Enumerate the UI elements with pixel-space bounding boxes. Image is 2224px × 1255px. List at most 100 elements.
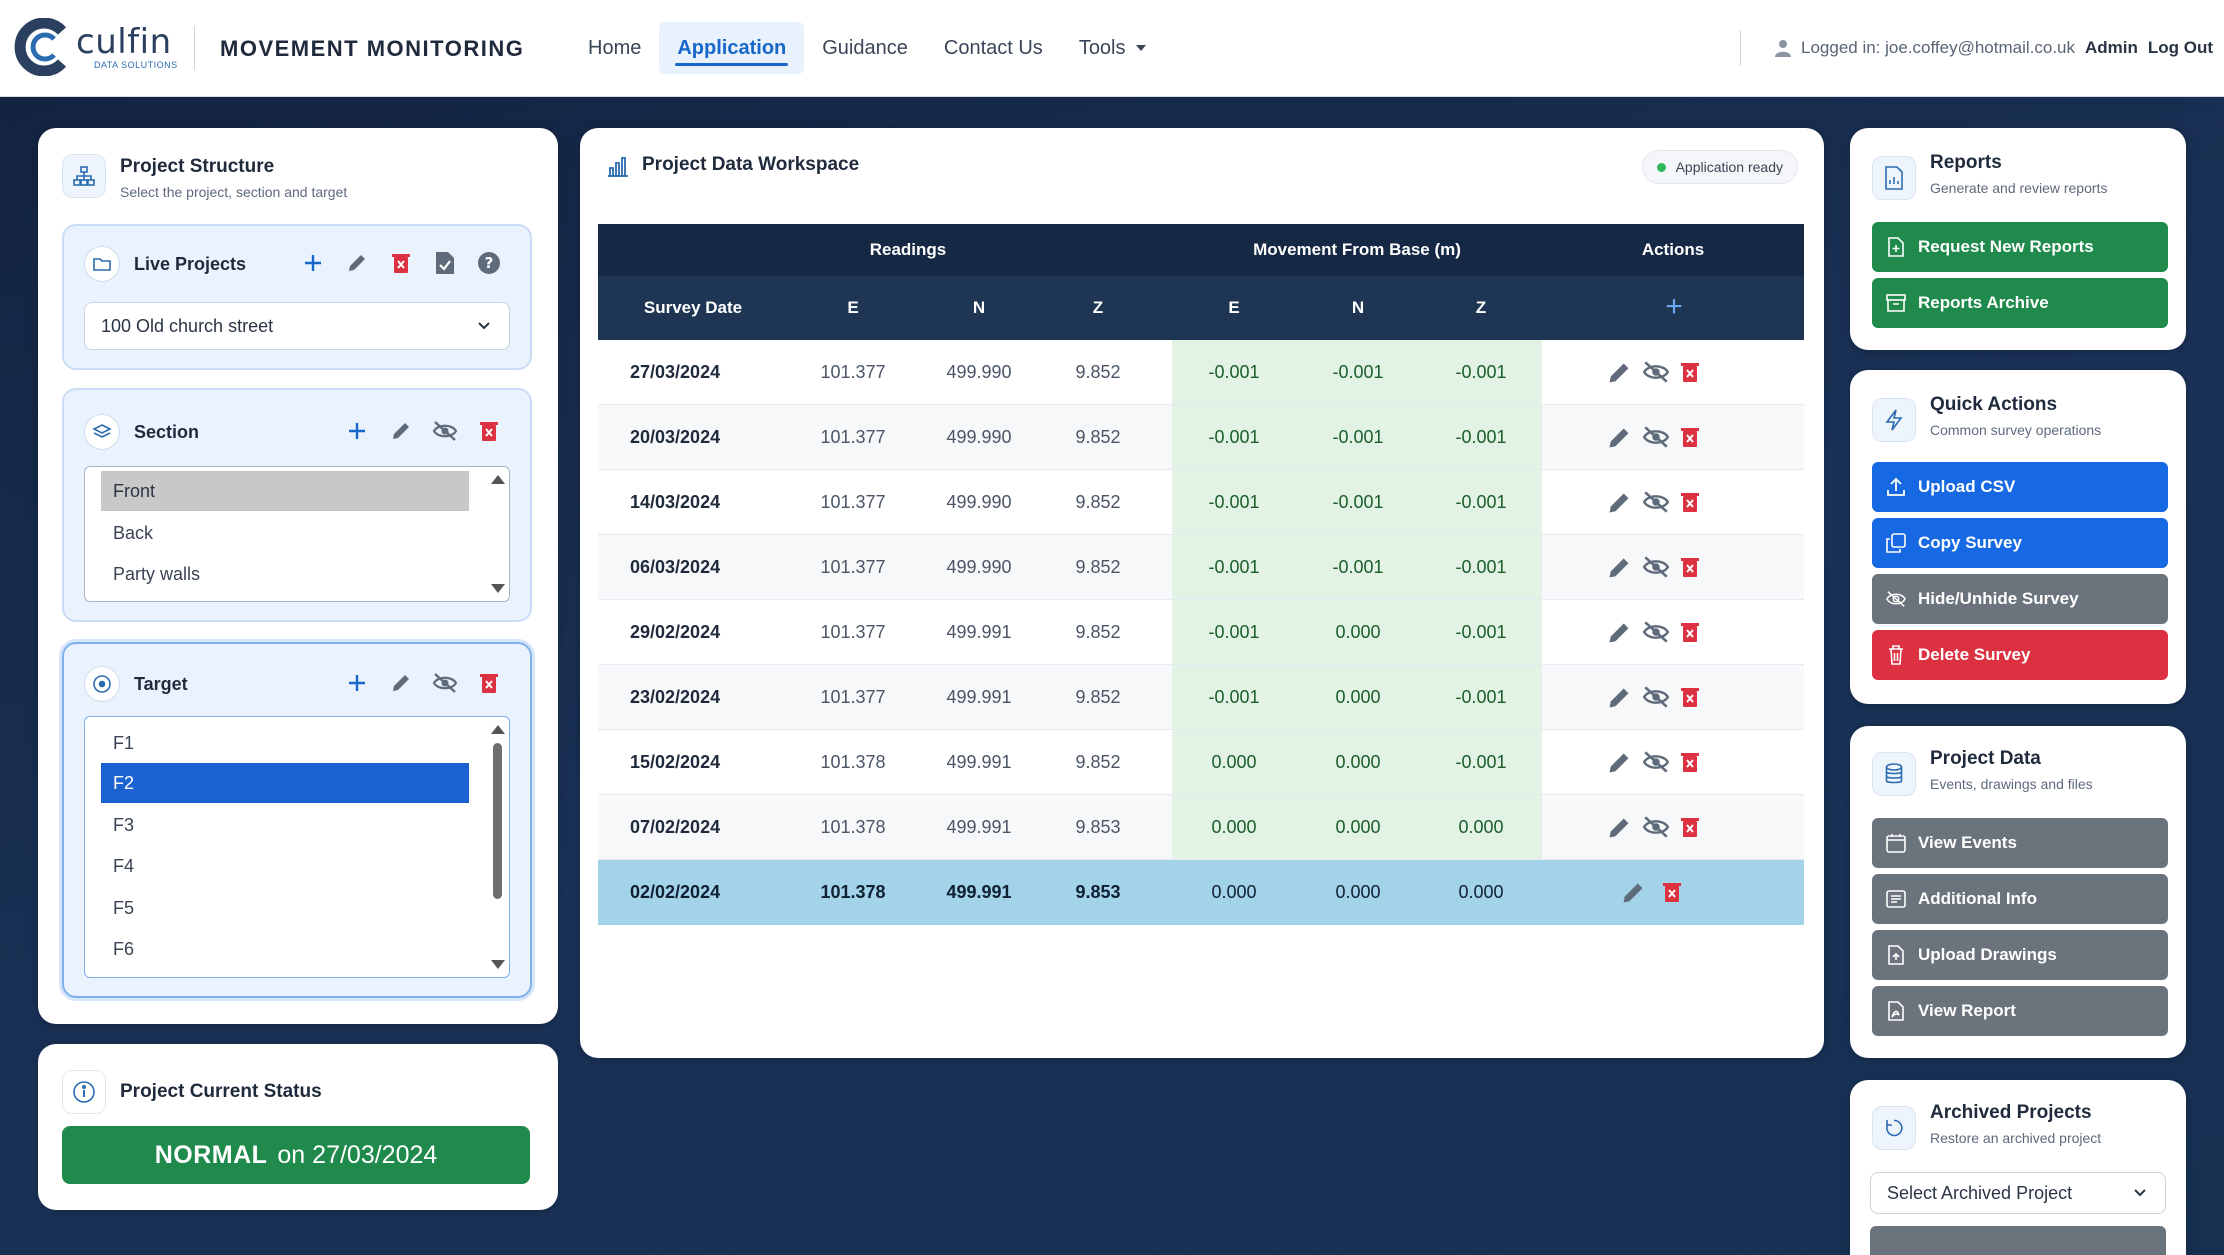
edit-row-icon[interactable]	[1606, 555, 1632, 581]
hide-row-icon[interactable]	[1642, 685, 1668, 711]
delete-row-icon[interactable]	[1680, 490, 1706, 516]
target-item-f5[interactable]: F5	[101, 888, 469, 928]
readings-group-header: Readings	[758, 240, 1058, 260]
section-panel: Section Front Back Party walls	[62, 388, 532, 622]
nav-guidance[interactable]: Guidance	[804, 22, 926, 74]
admin-link[interactable]: Admin	[2085, 38, 2138, 58]
project-structure-subtitle: Select the project, section and target	[120, 184, 347, 200]
help-icon[interactable]: ?	[476, 250, 502, 276]
edit-row-icon[interactable]	[1620, 880, 1646, 906]
logout-link[interactable]: Log Out	[2148, 38, 2213, 58]
scroll-down-icon[interactable]	[491, 584, 505, 593]
upload-drawings-button[interactable]: Upload Drawings	[1872, 930, 2168, 980]
section-item-back[interactable]: Back	[101, 513, 469, 553]
nav-home[interactable]: Home	[570, 22, 659, 74]
target-listbox[interactable]: F1 F2 F3 F4 F5 F6	[84, 716, 510, 978]
target-item-f3[interactable]: F3	[101, 805, 469, 845]
copy-icon	[1886, 533, 1906, 553]
delete-row-icon[interactable]	[1680, 620, 1706, 646]
hide-row-icon[interactable]	[1642, 620, 1668, 646]
edit-row-icon[interactable]	[1606, 685, 1632, 711]
hide-row-icon[interactable]	[1642, 815, 1668, 841]
table-row[interactable]: 29/02/2024 101.377 499.991 9.852 -0.001 0.000…	[598, 600, 1804, 665]
culfin-logo[interactable]: culfin DATA SOLUTIONS	[14, 16, 184, 78]
nav-tools-dropdown[interactable]: Tools	[1061, 22, 1164, 74]
edit-row-icon[interactable]	[1606, 750, 1632, 776]
edit-row-icon[interactable]	[1606, 815, 1632, 841]
scroll-up-icon[interactable]	[491, 475, 505, 484]
delete-row-icon[interactable]	[1680, 685, 1706, 711]
cell-date: 14/03/2024	[630, 470, 780, 535]
hide-section-icon[interactable]	[432, 418, 458, 444]
add-section-icon[interactable]	[344, 418, 370, 444]
table-row[interactable]: 06/03/2024 101.377 499.990 9.852 -0.001 -0.00…	[598, 535, 1804, 600]
upload-csv-button[interactable]: Upload CSV	[1872, 462, 2168, 512]
target-item-f2[interactable]: F2	[101, 763, 469, 803]
table-row[interactable]: 27/03/2024 101.377 499.990 9.852 -0.001 -0.00…	[598, 340, 1804, 405]
request-new-reports-button[interactable]: Request New Reports	[1872, 222, 2168, 272]
delete-section-icon[interactable]	[476, 418, 502, 444]
edit-target-icon[interactable]	[388, 670, 414, 696]
view-report-button[interactable]: View Report	[1872, 986, 2168, 1036]
file-plus-icon	[1886, 237, 1906, 257]
scroll-up-icon[interactable]	[491, 725, 505, 734]
nav-contact-us[interactable]: Contact Us	[926, 22, 1061, 74]
section-item-front[interactable]: Front	[101, 471, 469, 511]
reinstate-project-button[interactable]	[1870, 1226, 2166, 1255]
delete-project-icon[interactable]	[388, 250, 414, 276]
delete-survey-button[interactable]: Delete Survey	[1872, 630, 2168, 680]
hide-row-icon[interactable]	[1642, 555, 1668, 581]
table-row[interactable]: 20/03/2024 101.377 499.990 9.852 -0.001 -0.00…	[598, 405, 1804, 470]
col-move-z: Z	[1420, 298, 1542, 318]
section-scrollbar[interactable]	[485, 467, 509, 601]
edit-row-icon[interactable]	[1606, 360, 1632, 386]
edit-project-icon[interactable]	[344, 250, 370, 276]
additional-info-button[interactable]: Additional Info	[1872, 874, 2168, 924]
hide-row-icon[interactable]	[1642, 490, 1668, 516]
edit-row-icon[interactable]	[1606, 490, 1632, 516]
hide-target-icon[interactable]	[432, 670, 458, 696]
ready-status-dot	[1657, 163, 1666, 172]
target-item-f1[interactable]: F1	[101, 723, 469, 763]
table-row[interactable]: 14/03/2024 101.377 499.990 9.852 -0.001 -0.00…	[598, 470, 1804, 535]
view-events-button[interactable]: View Events	[1872, 818, 2168, 868]
section-item-party-walls[interactable]: Party walls	[101, 554, 469, 594]
delete-row-icon[interactable]	[1662, 880, 1688, 906]
add-project-icon[interactable]	[300, 250, 326, 276]
table-row[interactable]: 15/02/2024 101.378 499.991 9.852 0.000 0.000 -…	[598, 730, 1804, 795]
delete-target-icon[interactable]	[476, 670, 502, 696]
target-item-f4[interactable]: F4	[101, 846, 469, 886]
scroll-thumb[interactable]	[493, 743, 502, 899]
target-scrollbar[interactable]	[485, 717, 509, 977]
table-row-base[interactable]: 02/02/2024 101.378 499.991 9.853 0.000 0.000 0…	[598, 860, 1804, 925]
archived-project-select[interactable]: Select Archived Project	[1870, 1172, 2166, 1214]
cell-e: 101.377	[808, 600, 898, 665]
delete-row-icon[interactable]	[1680, 425, 1706, 451]
table-row[interactable]: 07/02/2024 101.378 499.991 9.853 0.000 0.000 0…	[598, 795, 1804, 860]
nav-application[interactable]: Application	[659, 22, 804, 74]
table-row[interactable]: 23/02/2024 101.377 499.991 9.852 -0.001 0.000…	[598, 665, 1804, 730]
add-target-icon[interactable]	[344, 670, 370, 696]
edit-row-icon[interactable]	[1606, 425, 1632, 451]
delete-row-icon[interactable]	[1680, 555, 1706, 581]
hide-row-icon[interactable]	[1642, 750, 1668, 776]
hide-unhide-survey-button[interactable]: Hide/Unhide Survey	[1872, 574, 2168, 624]
edit-row-icon[interactable]	[1606, 620, 1632, 646]
delete-row-icon[interactable]	[1680, 750, 1706, 776]
delete-row-icon[interactable]	[1680, 815, 1706, 841]
hide-row-icon[interactable]	[1642, 360, 1668, 386]
copy-survey-button[interactable]: Copy Survey	[1872, 518, 2168, 568]
hide-row-icon[interactable]	[1642, 425, 1668, 451]
file-check-icon[interactable]	[432, 250, 458, 276]
section-listbox[interactable]: Front Back Party walls	[84, 466, 510, 602]
application-ready-badge: Application ready	[1642, 150, 1798, 184]
hide-unhide-survey-label: Hide/Unhide Survey	[1918, 589, 2079, 609]
add-survey-icon[interactable]: +	[1654, 290, 1694, 324]
edit-section-icon[interactable]	[388, 418, 414, 444]
live-project-select[interactable]: 100 Old church street	[84, 302, 510, 350]
cell-e: 101.377	[808, 340, 898, 405]
delete-row-icon[interactable]	[1680, 360, 1706, 386]
scroll-down-icon[interactable]	[491, 960, 505, 969]
reports-archive-button[interactable]: Reports Archive	[1872, 278, 2168, 328]
target-item-f6[interactable]: F6	[101, 929, 469, 969]
